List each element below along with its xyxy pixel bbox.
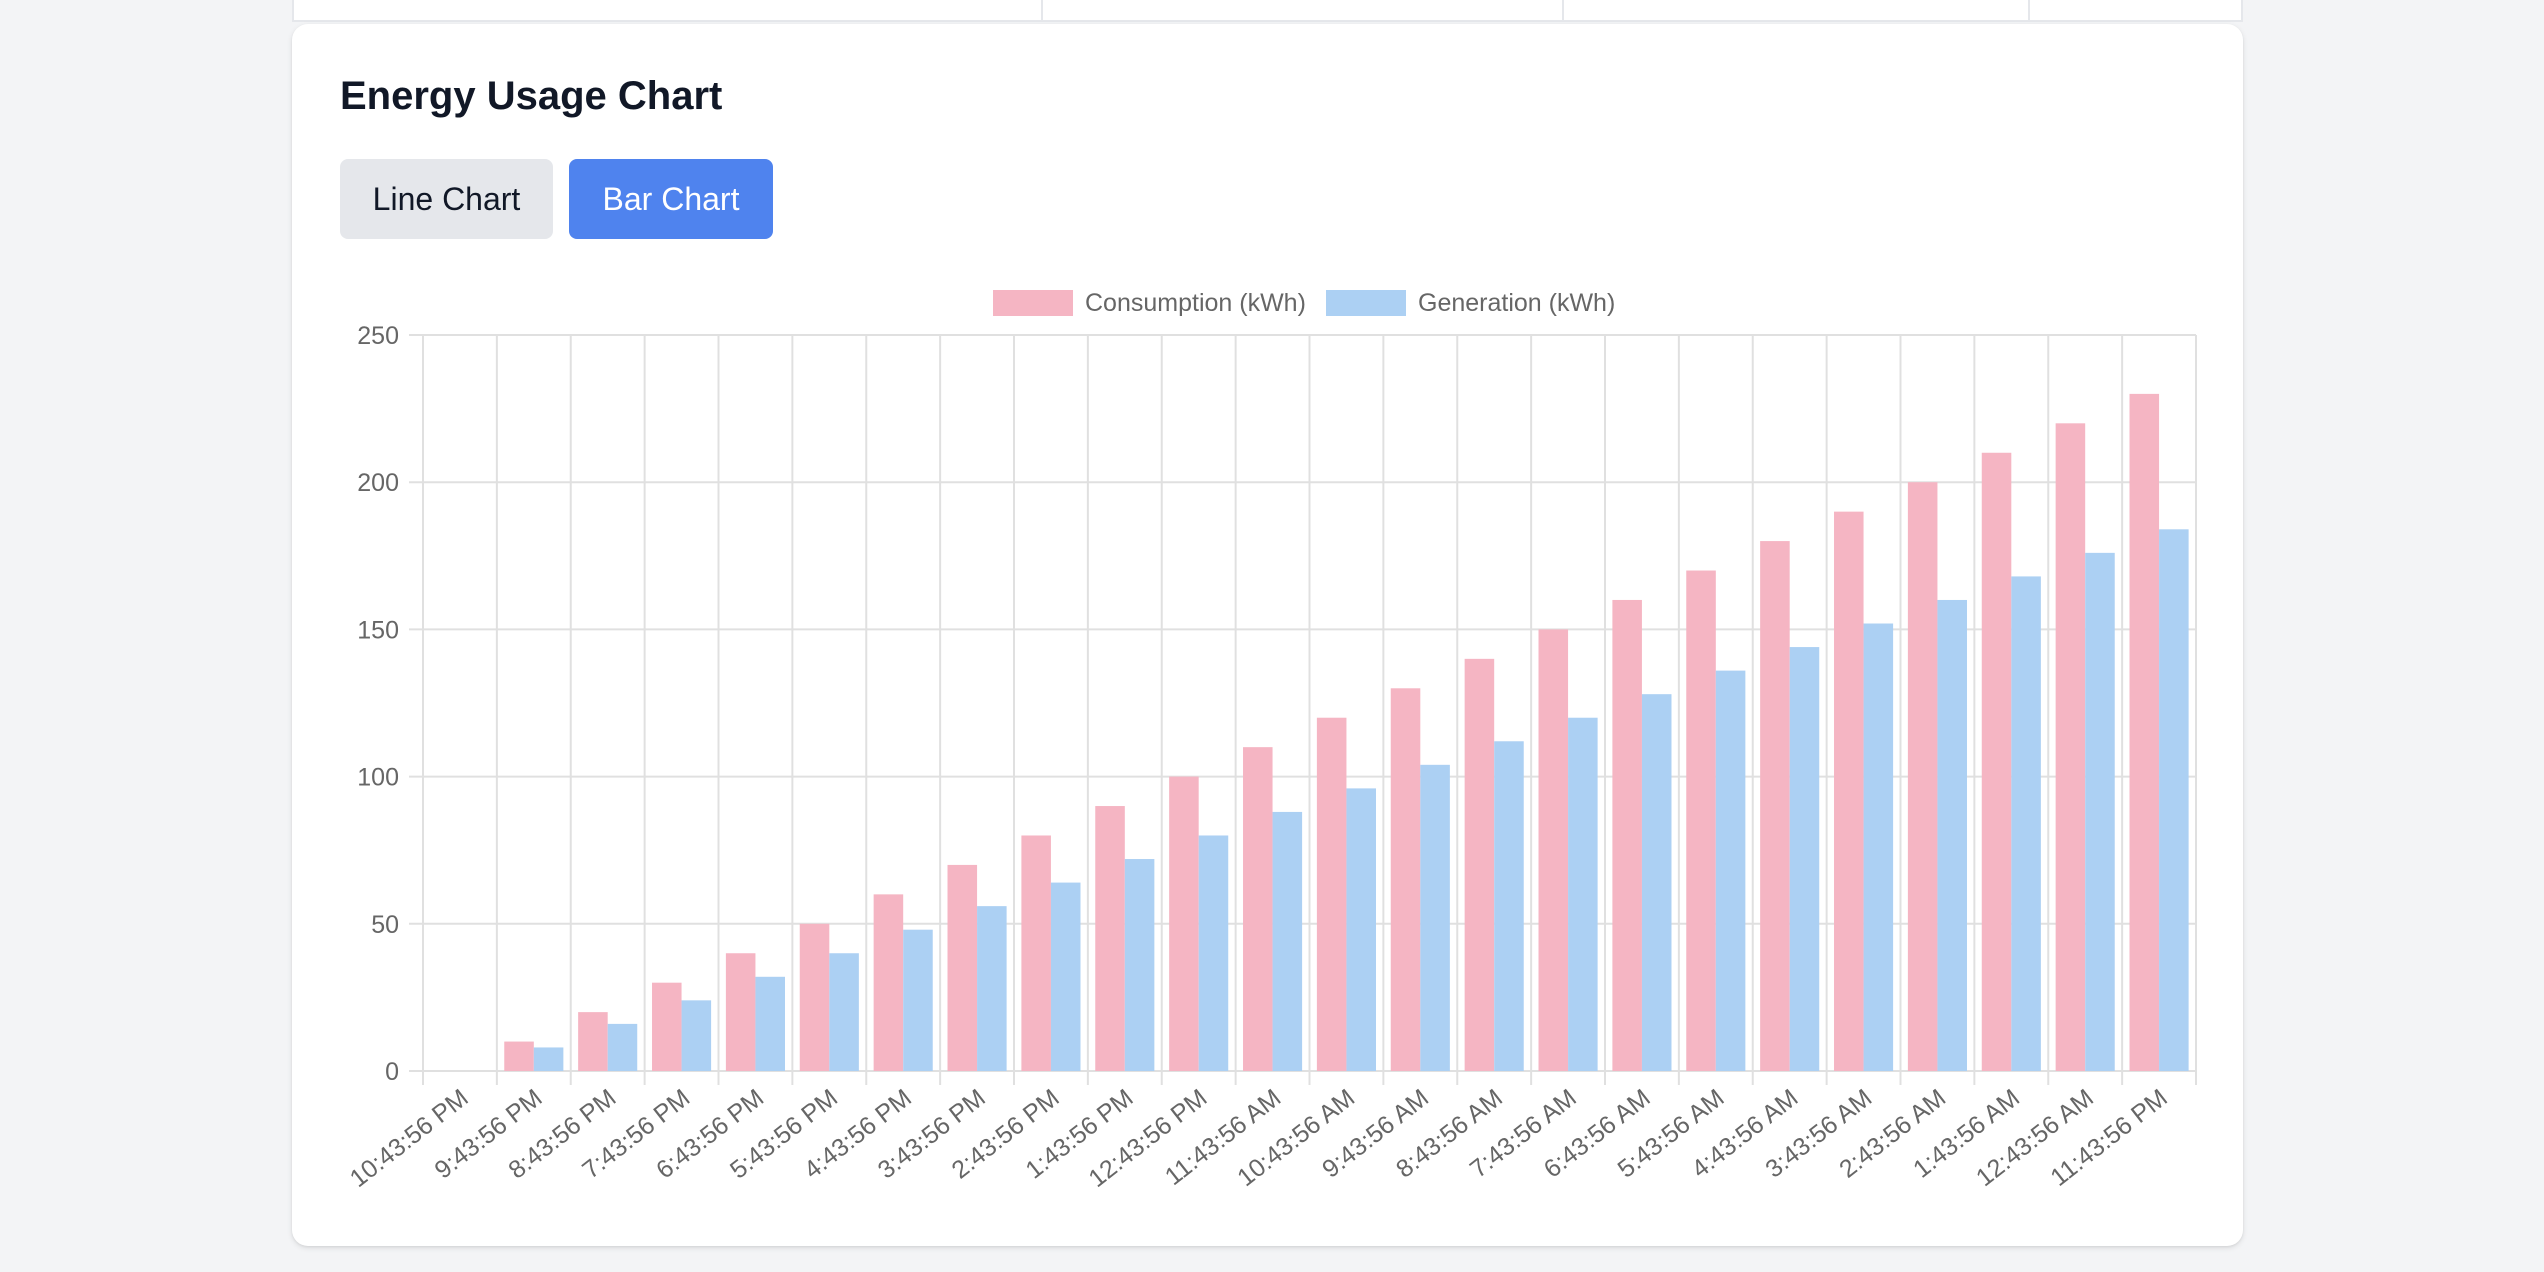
generation-bar [2159, 529, 2189, 1071]
consumption-bar [1316, 717, 1347, 1071]
generation-bar [755, 976, 785, 1071]
consumption-bar [504, 1041, 534, 1071]
consumption-bar [652, 982, 682, 1071]
generation-bar [1863, 623, 1894, 1071]
consumption-bar [1981, 452, 2012, 1071]
consumption-bar [1169, 776, 1199, 1071]
y-tick-label: 100 [357, 764, 399, 792]
consumption-bar [1464, 658, 1495, 1071]
consumption-bar [799, 923, 830, 1071]
table-column-divider [2028, 0, 2030, 22]
generation-bar [607, 1023, 638, 1071]
consumption-bar [1686, 570, 1716, 1071]
consumption-bar [725, 953, 756, 1071]
generation-bar [1715, 670, 1746, 1071]
card-title: Energy Usage Chart [340, 74, 723, 118]
consumption-bar [2055, 423, 2086, 1071]
generation-bar [1198, 835, 1229, 1071]
legend-swatch [993, 290, 1073, 316]
y-tick-label: 250 [357, 322, 399, 350]
consumption-bar [578, 1012, 608, 1071]
generation-bar [977, 906, 1007, 1071]
consumption-bar [1243, 747, 1273, 1071]
consumption-bar [1390, 688, 1421, 1071]
generation-bar [1420, 764, 1450, 1071]
generation-bar [1937, 599, 1967, 1071]
consumption-bar [1907, 482, 1938, 1071]
legend-label: Generation (kWh) [1418, 289, 1615, 317]
generation-bar [1789, 647, 1820, 1071]
consumption-bar [2129, 393, 2160, 1071]
consumption-bar [1095, 806, 1125, 1071]
generation-bar [2085, 552, 2115, 1071]
generation-bar [1641, 694, 1672, 1071]
consumption-bar [873, 894, 904, 1071]
y-tick-label: 50 [371, 911, 399, 939]
table-column-divider [1041, 0, 1043, 22]
generation-bar [681, 1000, 712, 1071]
generation-bar [1124, 859, 1155, 1071]
y-tick-label: 200 [357, 469, 399, 497]
generation-bar [1568, 717, 1598, 1071]
generation-bar [1346, 788, 1376, 1071]
y-tick-label: 150 [357, 616, 399, 644]
consumption-bar [1834, 511, 1864, 1071]
legend-label: Consumption (kWh) [1085, 289, 1306, 317]
generation-bar [2011, 576, 2041, 1071]
generation-bar [1272, 811, 1303, 1071]
generation-bar [533, 1047, 564, 1071]
table-column-divider [1562, 0, 1564, 22]
consumption-bar [947, 864, 978, 1071]
consumption-bar [1021, 835, 1051, 1071]
consumption-bar [1538, 629, 1569, 1071]
consumption-bar [1760, 541, 1790, 1071]
y-tick-label: 0 [385, 1058, 399, 1086]
generation-bar [829, 953, 859, 1071]
consumption-bar [1612, 599, 1642, 1071]
line-chart-button[interactable]: Line Chart [340, 159, 553, 239]
generation-bar [1050, 882, 1081, 1071]
table-bottom-edge [292, 0, 2243, 22]
generation-bar [903, 929, 933, 1071]
legend-swatch [1326, 290, 1406, 316]
generation-bar [1494, 741, 1524, 1071]
bar-chart-button[interactable]: Bar Chart [569, 159, 773, 239]
